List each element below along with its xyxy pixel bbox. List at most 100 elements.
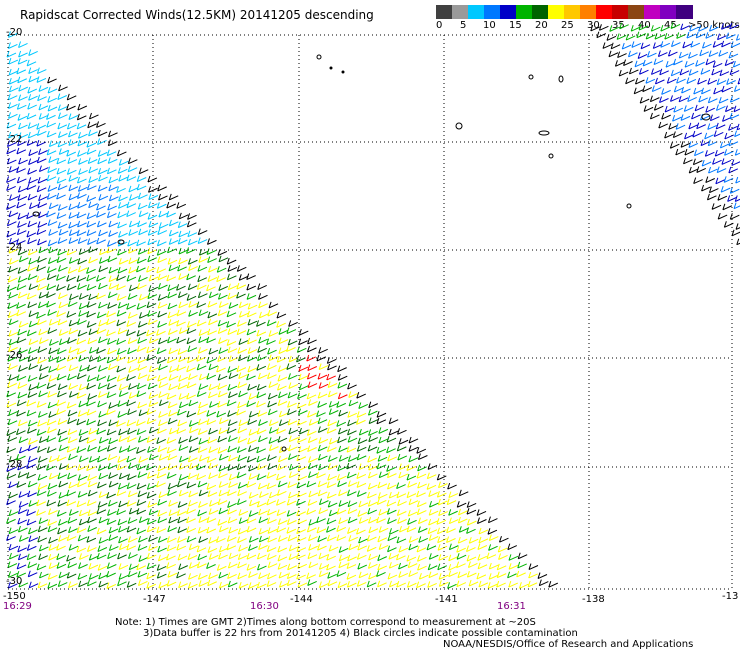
wind-barb-icon xyxy=(36,429,47,436)
wind-barb-icon xyxy=(36,499,46,507)
wind-barb-icon xyxy=(277,375,288,382)
wind-barb-icon xyxy=(176,544,187,551)
legend-swatch xyxy=(612,5,628,19)
wind-barb-icon xyxy=(236,282,247,290)
wind-barb-icon xyxy=(168,238,179,245)
wind-barb-icon xyxy=(631,41,642,48)
wind-barb-icon xyxy=(97,382,108,390)
wind-barb-icon xyxy=(89,112,99,120)
legend-tick-50-knots: >50 knots xyxy=(688,20,740,31)
wind-barb-icon xyxy=(96,527,107,535)
wind-barb-icon xyxy=(87,525,97,533)
wind-barb-icon xyxy=(68,184,79,192)
lon-label-minus-144: -144 xyxy=(290,594,313,605)
wind-barb-icon xyxy=(256,552,267,560)
wind-barb-icon xyxy=(237,536,247,544)
wind-barb-icon xyxy=(37,177,48,184)
wind-barb-icon xyxy=(258,528,269,535)
wind-barb-icon xyxy=(108,230,118,237)
wind-barb-icon xyxy=(287,338,298,346)
wind-barb-icon xyxy=(287,391,298,399)
wind-barb-icon xyxy=(507,543,518,551)
wind-barb-icon xyxy=(68,364,79,372)
wind-barb-icon xyxy=(326,534,337,542)
wind-barb-icon xyxy=(636,31,647,39)
wind-barb-icon xyxy=(397,453,408,461)
wind-barb-icon xyxy=(246,293,257,300)
wind-barb-icon xyxy=(68,453,78,461)
wind-barb-icon xyxy=(366,580,377,588)
wind-barb-icon xyxy=(356,490,367,498)
wind-barb-icon xyxy=(118,428,128,436)
wind-barb-icon xyxy=(78,383,89,391)
wind-barb-icon xyxy=(186,481,197,489)
wind-barb-icon xyxy=(376,411,387,418)
wind-barb-icon xyxy=(127,570,138,578)
wind-barb-icon xyxy=(6,517,16,524)
wind-barb-icon xyxy=(196,561,207,569)
wind-barb-icon xyxy=(7,581,18,589)
wind-barb-icon xyxy=(176,336,186,344)
wind-barb-icon xyxy=(28,283,39,291)
wind-barb-icon xyxy=(47,401,58,409)
wind-barb-icon xyxy=(138,535,148,543)
wind-barb-icon xyxy=(307,364,318,372)
wind-barb-icon xyxy=(639,97,650,104)
wind-barb-icon xyxy=(76,392,87,399)
wind-barb-icon xyxy=(679,68,690,76)
wind-barb-icon xyxy=(708,186,719,194)
wind-barb-icon xyxy=(158,399,169,407)
wind-barb-icon xyxy=(358,517,369,524)
wind-barb-icon xyxy=(316,410,326,418)
wind-barb-icon xyxy=(296,535,307,543)
wind-barb-icon xyxy=(268,381,279,389)
wind-barb-icon xyxy=(236,463,247,471)
wind-barb-icon xyxy=(107,157,118,164)
wind-barb-icon xyxy=(37,283,47,291)
wind-barb-icon xyxy=(267,517,277,525)
wind-barb-icon xyxy=(98,411,108,418)
wind-barb-icon xyxy=(46,121,56,128)
wind-barb-icon xyxy=(724,149,734,156)
island-outline-icon xyxy=(455,122,463,130)
wind-barb-icon xyxy=(47,86,58,94)
wind-barb-icon xyxy=(716,78,727,86)
wind-barb-icon xyxy=(127,536,138,543)
wind-barb-icon xyxy=(368,417,379,425)
wind-barb-icon xyxy=(108,275,119,283)
lat-label-minus-20: -20 xyxy=(6,27,23,38)
wind-barb-icon xyxy=(126,482,137,490)
wind-barb-icon xyxy=(148,285,159,292)
wind-barb-icon xyxy=(650,68,661,75)
wind-barb-icon xyxy=(127,157,138,165)
wind-barb-icon xyxy=(317,444,328,452)
wind-barb-icon xyxy=(77,330,88,337)
wind-barb-icon xyxy=(136,563,147,571)
wind-barb-icon xyxy=(327,455,338,462)
wind-barb-icon xyxy=(298,427,309,435)
wind-barb-icon xyxy=(16,570,27,578)
wind-barb-icon xyxy=(278,446,289,454)
wind-barb-icon xyxy=(267,527,278,534)
wind-barb-icon xyxy=(116,283,126,291)
wind-barb-icon xyxy=(8,544,19,551)
wind-barb-icon xyxy=(218,427,229,435)
wind-barb-icon xyxy=(98,229,108,237)
wind-barb-icon xyxy=(106,310,116,318)
wind-barb-icon xyxy=(664,131,674,139)
wind-barb-icon xyxy=(188,310,198,317)
wind-barb-icon xyxy=(78,580,88,588)
wind-barb-icon xyxy=(86,321,97,328)
wind-barb-icon xyxy=(48,156,59,164)
wind-barb-icon xyxy=(116,508,127,516)
wind-barb-icon xyxy=(723,221,734,228)
wind-barb-icon xyxy=(168,319,178,326)
wind-barb-icon xyxy=(36,312,46,319)
wind-barb-icon xyxy=(158,491,169,499)
wind-barb-icon xyxy=(735,223,740,230)
wind-barb-icon xyxy=(187,345,198,353)
wind-barb-icon xyxy=(108,266,119,274)
wind-barb-icon xyxy=(227,489,237,497)
wind-barb-icon xyxy=(47,582,58,589)
wind-barb-icon xyxy=(590,24,600,32)
